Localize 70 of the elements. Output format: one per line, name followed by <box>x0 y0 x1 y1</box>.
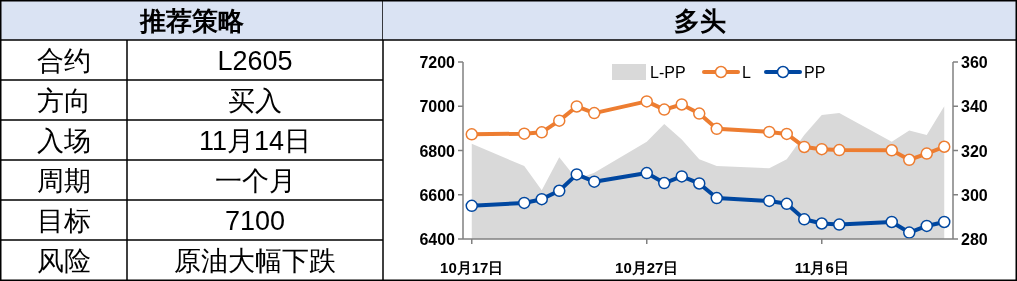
legend-label: PP <box>804 64 826 81</box>
chart-title: 多头 <box>673 6 726 36</box>
legend-label: L-PP <box>650 64 686 81</box>
y2-tick-label: 340 <box>961 98 988 116</box>
x-tick-label: 10月17日 <box>440 259 504 276</box>
point <box>693 107 706 120</box>
text: 11月14日 <box>198 126 312 156</box>
point <box>798 140 811 154</box>
y-tick-label: 7000 <box>419 98 456 116</box>
text: 7100 <box>224 206 286 236</box>
point <box>833 143 846 157</box>
point <box>710 122 723 136</box>
point <box>553 184 566 198</box>
point <box>938 215 951 229</box>
legend-label: L <box>742 64 751 81</box>
point <box>570 100 583 113</box>
point <box>640 95 653 108</box>
point <box>675 98 688 111</box>
y2-tick-label: 320 <box>961 142 988 160</box>
text: L2605 <box>217 46 293 76</box>
point <box>588 106 601 120</box>
text: 入场 <box>37 126 91 156</box>
point <box>658 103 671 116</box>
text: 合约 <box>37 46 91 76</box>
y2-tick-label: 280 <box>961 231 988 248</box>
point <box>658 176 671 190</box>
y-tick-label: 6800 <box>419 142 456 160</box>
y-tick-label: 6600 <box>419 186 456 204</box>
text: 目标 <box>37 206 91 236</box>
point <box>518 196 531 210</box>
point <box>920 219 933 233</box>
point <box>553 114 566 127</box>
y2-tick-label: 300 <box>961 186 988 204</box>
point <box>465 199 478 213</box>
point <box>518 127 531 140</box>
text: 一个月 <box>214 166 296 196</box>
point <box>535 126 548 139</box>
y-tick-label: 6400 <box>419 231 456 248</box>
point <box>588 175 601 188</box>
text: 原油大幅下跌 <box>174 246 336 276</box>
point <box>763 125 776 139</box>
point <box>675 170 688 183</box>
point <box>535 192 548 206</box>
point <box>815 142 828 156</box>
x-tick-label: 10月27日 <box>615 259 679 276</box>
point <box>570 168 583 181</box>
y2-tick-label: 360 <box>961 54 988 71</box>
point <box>885 144 898 157</box>
point <box>903 226 916 239</box>
point <box>815 217 828 230</box>
point <box>938 140 951 153</box>
x-tick-label: 11月6日 <box>794 259 849 276</box>
y-tick-label: 7200 <box>419 54 456 71</box>
point <box>763 194 776 208</box>
point <box>780 197 793 211</box>
point <box>885 215 898 229</box>
point <box>780 127 793 141</box>
point <box>833 218 846 231</box>
point <box>640 166 653 180</box>
point <box>693 177 706 190</box>
text: 买入 <box>228 86 282 116</box>
text: 风险 <box>37 246 91 276</box>
text: 方向 <box>37 86 91 116</box>
point <box>903 153 916 167</box>
point <box>920 147 933 160</box>
point <box>710 191 723 205</box>
point <box>465 128 478 141</box>
text: 推荐策略 <box>138 6 244 36</box>
point <box>798 213 811 226</box>
text: 周期 <box>37 166 91 196</box>
